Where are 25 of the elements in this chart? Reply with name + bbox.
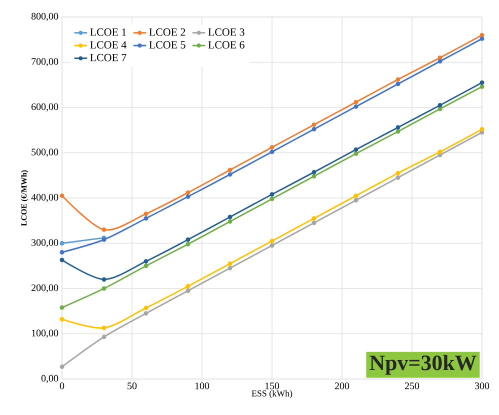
- y-tick-label: 300,00: [32, 239, 58, 248]
- x-tick-label: 300: [475, 382, 490, 390]
- legend-label: LCOE 7: [90, 54, 126, 62]
- y-tick-label: 400,00: [31, 194, 58, 202]
- annotation: Npv=30kW: [370, 354, 476, 375]
- y-tick-label: 700,00: [32, 58, 58, 66]
- y-tick-label: 800,00: [31, 12, 58, 22]
- y-tick-label: 200,00: [32, 284, 58, 293]
- x-tick-label: 50: [128, 382, 137, 390]
- x-tick-label: 150: [265, 382, 280, 390]
- x-tick-label: 250: [404, 382, 420, 390]
- legend-label: LCOE 6: [208, 41, 244, 49]
- legend-label: LCOE 4: [90, 41, 126, 49]
- y-tick-label: 500,00: [32, 148, 58, 157]
- y-tick-label: 100,00: [32, 330, 58, 338]
- legend-label: LCOE 1: [90, 28, 126, 36]
- x-tick-label: 0: [60, 382, 64, 390]
- legend-label: LCOE 3: [208, 28, 244, 36]
- x-tick-label: 100: [195, 382, 210, 390]
- x-axis-title: ESS (kWh): [252, 390, 292, 398]
- x-tick-label: 200: [334, 382, 350, 390]
- legend-label: LCOE 5: [149, 41, 186, 49]
- legend-label: LCOE 2: [149, 28, 186, 36]
- y-tick-label: 0,00: [41, 374, 58, 384]
- y-tick-label: 600,00: [32, 103, 58, 112]
